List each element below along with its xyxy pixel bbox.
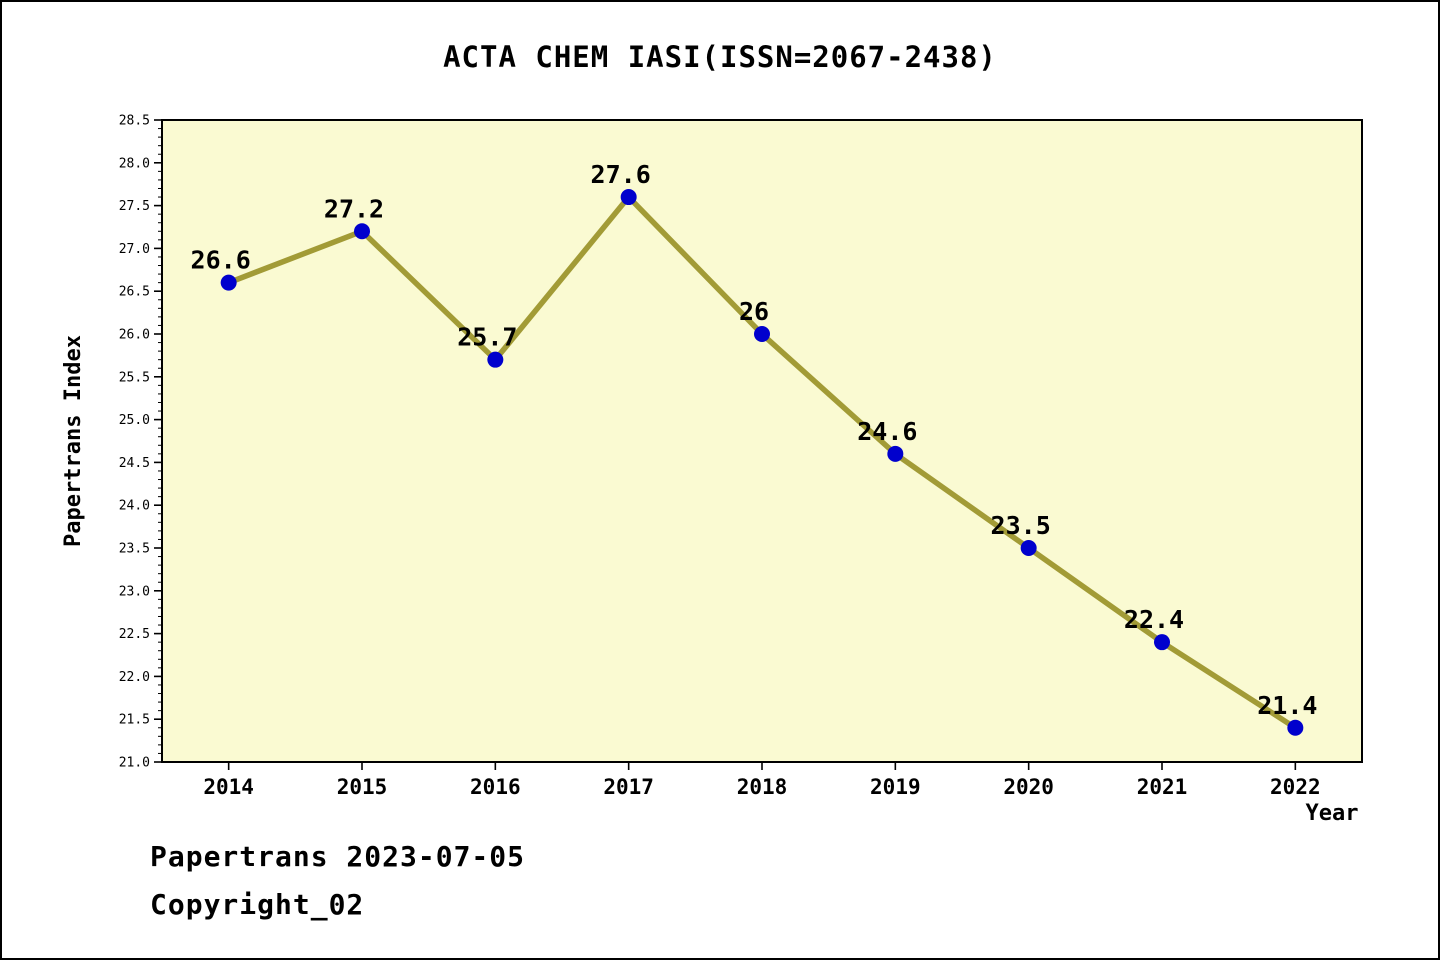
y-tick-label: 28.0 (119, 156, 150, 171)
x-tick-label: 2017 (603, 775, 654, 799)
y-tick-label: 23.5 (119, 542, 150, 557)
y-tick-label: 24.0 (119, 499, 150, 514)
y-tick-label: 24.5 (119, 456, 150, 471)
x-axis-title: Year (1306, 801, 1359, 826)
x-tick-label: 2021 (1137, 775, 1188, 799)
x-tick-label: 2018 (737, 775, 788, 799)
chart-title: ACTA CHEM IASI(ISSN=2067-2438) (443, 40, 997, 74)
x-tick-label: 2016 (470, 775, 521, 799)
data-point-label: 22.4 (1124, 605, 1184, 634)
data-point (487, 351, 504, 368)
footer-copyright: Copyright_02 (150, 888, 365, 921)
data-point-label: 26 (739, 297, 769, 326)
y-axis-title: Papertrans Index (61, 335, 86, 547)
footer-source-date: Papertrans 2023-07-05 (150, 840, 526, 873)
data-point-label: 23.5 (991, 511, 1051, 540)
y-tick-label: 25.0 (119, 413, 150, 428)
y-tick-label: 21.5 (119, 713, 150, 728)
x-tick-label: 2015 (337, 775, 388, 799)
data-point (887, 445, 904, 462)
data-points (220, 189, 1304, 736)
data-point-label: 21.4 (1257, 691, 1317, 720)
x-tick-label: 2014 (203, 775, 254, 799)
data-point-label: 27.2 (324, 194, 384, 223)
y-tick-label: 28.5 (119, 114, 150, 129)
x-tick-label: 2022 (1270, 775, 1321, 799)
y-tick-label: 21.0 (119, 756, 150, 771)
y-tick-label: 27.5 (119, 199, 150, 214)
x-axis-ticks: 2014 2015 2016 2017 2018 2019 2020 2021 2022 (203, 762, 1321, 799)
data-point (754, 326, 770, 342)
data-point-label: 24.6 (857, 417, 917, 446)
y-tick-label: 25.5 (119, 370, 150, 385)
y-tick-label: 27.0 (119, 242, 150, 257)
data-point-label: 25.7 (457, 323, 517, 352)
data-point (1020, 540, 1037, 556)
data-point (1287, 719, 1304, 736)
axis-frame (161, 119, 1363, 763)
y-tick-label: 26.0 (119, 328, 150, 343)
x-tick-label: 2020 (1003, 775, 1054, 799)
y-axis-ticks: 21.0 21.5 22.0 22.5 23.0 23.5 24.0 24.5 25.0 25.5… (119, 114, 162, 771)
y-tick-label: 22.0 (119, 670, 150, 685)
data-point-labels: 26.6 27.2 25.7 27.6 26 24.6 23.5 22.4 21.4 (191, 160, 1318, 720)
data-point-label: 27.6 (591, 160, 651, 189)
data-point (620, 189, 637, 206)
data-point (1154, 634, 1170, 651)
data-point (220, 274, 237, 291)
y-tick-label: 26.5 (119, 285, 150, 300)
y-tick-label: 23.0 (119, 584, 150, 599)
x-tick-label: 2019 (870, 775, 921, 799)
data-point (354, 223, 370, 240)
y-tick-label: 22.5 (119, 627, 150, 642)
data-point-label: 26.6 (191, 246, 251, 275)
